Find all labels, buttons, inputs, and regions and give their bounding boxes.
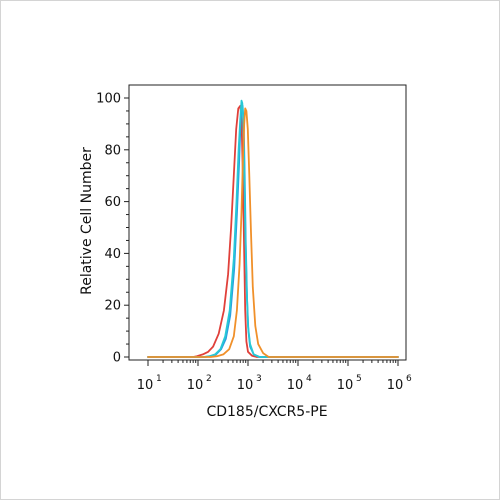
x-tick-exponent: 4 xyxy=(306,374,312,384)
plot-frame xyxy=(128,84,407,361)
series-layer xyxy=(147,99,399,358)
x-tick-label: 10 xyxy=(137,378,154,393)
y-axis-title: Relative Cell Number xyxy=(79,147,95,295)
y-tick-label: 60 xyxy=(104,195,121,210)
x-tick-exponent: 6 xyxy=(406,374,412,384)
histogram-series-line xyxy=(147,104,399,358)
y-tick-label: 40 xyxy=(104,247,121,262)
x-axis: 10 1 10 2 10 3 10 4 10 5 10 6 xyxy=(137,360,412,393)
y-tick-label: 0 xyxy=(113,351,121,366)
x-tick-label: 10 xyxy=(187,378,204,393)
histogram-series-line xyxy=(147,99,399,358)
x-tick-exponent: 2 xyxy=(206,374,212,384)
y-tick-label: 100 xyxy=(96,92,121,107)
x-tick-exponent: 3 xyxy=(256,374,262,384)
x-axis-title: CD185/CXCR5-PE xyxy=(206,404,327,420)
x-tick-label: 10 xyxy=(387,378,404,393)
y-axis: 0 20 40 60 80 100 xyxy=(96,92,129,366)
x-tick-label: 10 xyxy=(337,378,354,393)
x-tick-exponent: 1 xyxy=(156,374,162,384)
histogram-series-line xyxy=(147,107,399,358)
histogram-series-line xyxy=(147,104,399,358)
x-tick-label: 10 xyxy=(237,378,254,393)
y-tick-label: 20 xyxy=(104,299,121,314)
y-tick-label: 80 xyxy=(104,143,121,158)
x-tick-exponent: 5 xyxy=(356,374,362,384)
x-tick-label: 10 xyxy=(287,378,304,393)
